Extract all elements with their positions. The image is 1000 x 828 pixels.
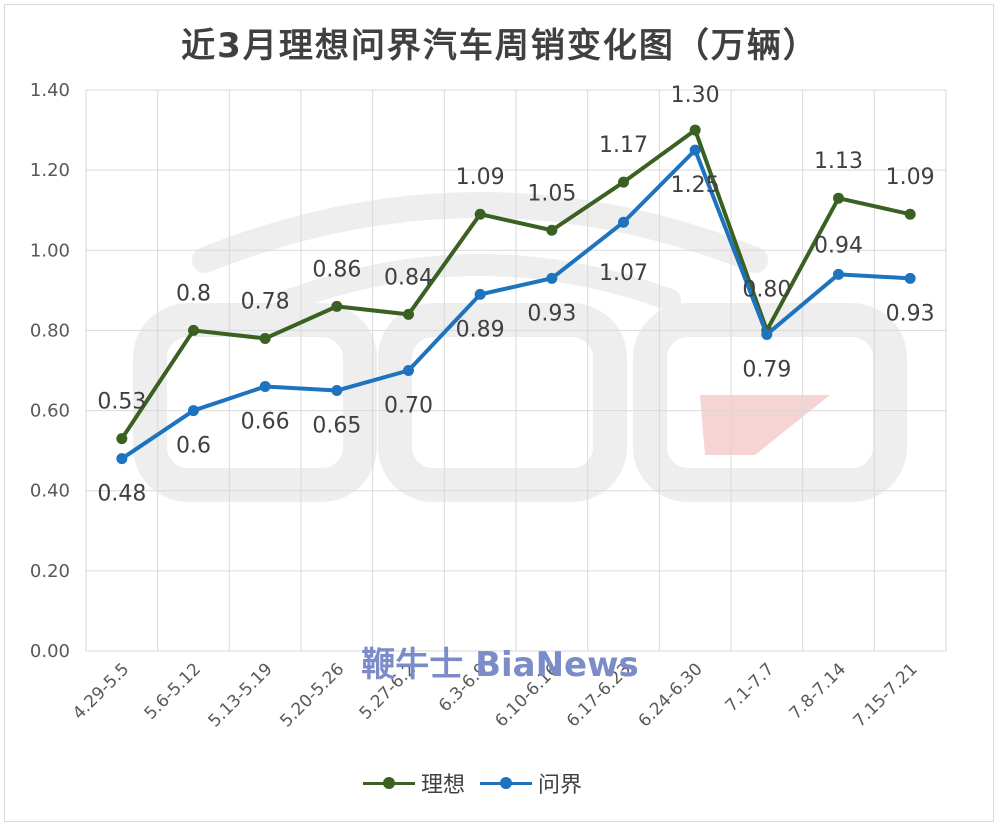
legend-item-lixiang: 理想	[363, 768, 465, 798]
chart-frame	[4, 4, 994, 822]
y-tick-label: 1.40	[30, 80, 70, 101]
data-point	[259, 381, 271, 393]
chart-title: 近3月理想问界汽车周销变化图（万辆）	[181, 26, 819, 66]
data-label: 0.53	[97, 390, 146, 415]
grid-lines	[85, 89, 947, 652]
watermark-glyph-3	[633, 303, 907, 502]
legend: 理想 问界	[0, 768, 1000, 798]
data-label: 1.05	[527, 181, 576, 206]
data-label: 1.17	[599, 133, 648, 158]
data-point	[546, 224, 558, 236]
x-tick-label: 5.13-5.19	[205, 659, 277, 731]
y-tick-label: 0.20	[30, 561, 70, 582]
data-label: 0.78	[241, 289, 290, 314]
series-line-wenjie	[120, 148, 911, 461]
watermark-glyph-1	[133, 303, 377, 502]
data-label: 0.86	[312, 257, 361, 282]
data-label: 0.70	[384, 394, 433, 419]
data-point	[331, 300, 343, 312]
data-point	[761, 328, 773, 340]
x-tick-label: 7.8-7.14	[786, 659, 850, 723]
data-label: 0.6	[176, 434, 211, 459]
data-label: 1.09	[886, 165, 935, 190]
data-label: 0.89	[456, 317, 505, 342]
watermark-text: 鞭牛士 BiaNews	[361, 645, 639, 685]
x-tick-label: 5.6-5.12	[141, 659, 205, 723]
data-labels: 0.53 0.8 0.78 0.86 0.84 1.09 1.05 1.17 1.30 0.80 1…	[97, 83, 934, 507]
data-point	[116, 433, 128, 445]
data-label: 0.93	[886, 301, 935, 326]
y-tick-label: 0.40	[30, 481, 70, 502]
y-tick-label: 0.60	[30, 401, 70, 422]
legend-swatch-lixiang	[363, 768, 415, 798]
data-label: 0.8	[176, 281, 211, 306]
data-point	[403, 365, 414, 376]
watermark-glyph-2	[378, 303, 627, 502]
legend-label-wenjie: 问界	[538, 773, 583, 798]
data-label: 1.25	[671, 173, 720, 198]
series-lines	[116, 124, 916, 465]
data-point	[474, 208, 486, 220]
data-point	[618, 216, 629, 228]
legend-label-lixiang: 理想	[421, 773, 466, 798]
data-label: 1.09	[456, 165, 505, 190]
x-tick-label: 4.29-5.5	[69, 659, 133, 723]
x-tick-label: 7.15-7.21	[850, 659, 922, 731]
data-label: 0.65	[312, 414, 361, 439]
data-point	[546, 272, 558, 284]
y-axis-ticks: 0.00 0.20 0.40 0.60 0.80 1.00 1.20 1.40	[30, 80, 70, 662]
data-point	[188, 405, 199, 417]
data-label: 0.93	[527, 301, 576, 326]
data-point	[474, 288, 486, 300]
data-label: 0.94	[814, 233, 863, 258]
data-label: 0.66	[241, 410, 290, 435]
data-point	[188, 324, 199, 336]
y-tick-label: 1.00	[30, 240, 70, 261]
legend-item-wenjie: 问界	[480, 768, 582, 798]
data-point	[618, 176, 629, 188]
legend-swatch-wenjie	[480, 768, 532, 798]
x-tick-label: 7.1-7.7	[722, 659, 779, 716]
y-tick-label: 0.00	[30, 641, 70, 662]
x-tick-label: 6.24-6.30	[635, 659, 707, 731]
data-point	[904, 208, 916, 220]
data-point	[904, 272, 916, 284]
y-tick-label: 1.20	[30, 160, 70, 181]
data-point	[833, 192, 844, 204]
data-label: 0.79	[742, 357, 791, 382]
data-point	[259, 332, 271, 344]
data-point	[689, 144, 701, 156]
x-tick-label: 5.20-5.26	[276, 659, 348, 731]
watermark-accent	[700, 395, 855, 455]
data-label: 0.84	[384, 265, 433, 290]
data-label: 1.07	[599, 261, 648, 286]
watermark-arc-outer	[192, 192, 768, 273]
watermark-logo	[133, 192, 907, 502]
y-tick-label: 0.80	[30, 320, 70, 341]
data-point	[403, 308, 414, 320]
watermark-arc-inner	[279, 254, 681, 311]
data-label: 1.13	[814, 149, 863, 174]
data-point	[689, 124, 701, 136]
data-point	[331, 385, 343, 397]
series-line-lixiang	[120, 128, 911, 440]
data-point	[833, 268, 844, 280]
data-label: 0.48	[97, 482, 146, 507]
data-label: 0.80	[742, 277, 791, 302]
data-label: 1.30	[671, 83, 720, 108]
data-point	[116, 453, 128, 465]
